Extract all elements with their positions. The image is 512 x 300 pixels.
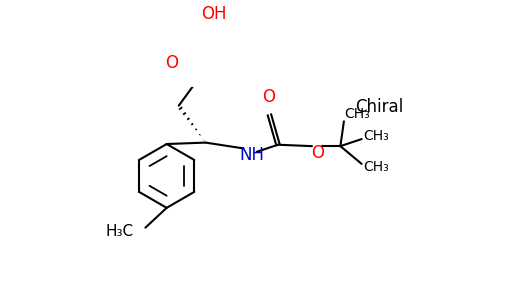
Text: CH₃: CH₃	[363, 129, 389, 143]
Text: CH₃: CH₃	[363, 160, 389, 174]
Text: O: O	[262, 88, 275, 106]
Text: NH: NH	[239, 146, 264, 164]
Text: O: O	[165, 54, 178, 72]
Text: O: O	[311, 143, 324, 161]
Text: OH: OH	[201, 5, 227, 23]
Text: CH₃: CH₃	[344, 106, 370, 121]
Text: Chiral: Chiral	[355, 98, 403, 116]
Text: H₃C: H₃C	[106, 224, 134, 239]
